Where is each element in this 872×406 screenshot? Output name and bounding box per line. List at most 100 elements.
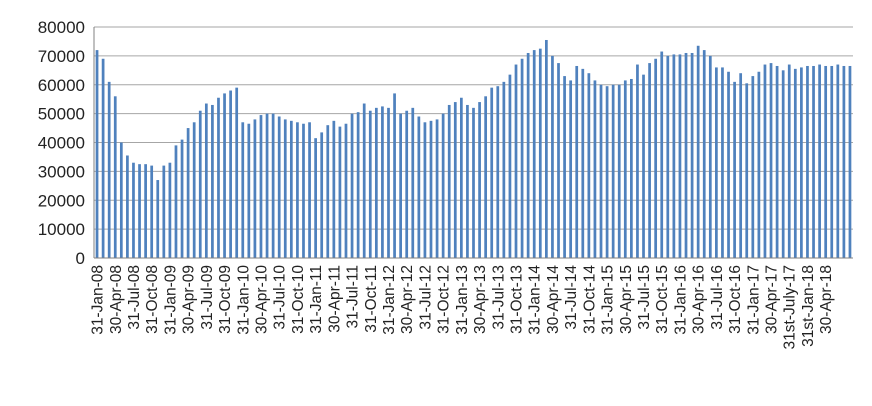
x-tick-label: 31-Jul-10 (272, 265, 289, 330)
bar (253, 119, 257, 259)
y-tick-label: 80000 (38, 18, 85, 37)
bar (520, 58, 524, 259)
bar (277, 116, 281, 258)
bar (302, 123, 305, 258)
x-tick-label: 31-Jan-09 (162, 265, 179, 335)
x-tick-label: 31-Jul-11 (345, 265, 362, 328)
x-tick-label: 30-Apr-11 (326, 265, 343, 333)
bar (715, 67, 718, 259)
bar (356, 112, 360, 259)
x-tick-label: 31-Jul-12 (417, 265, 434, 330)
x-tick-label: 30-Apr-17 (764, 265, 781, 334)
y-tick-label: 10000 (38, 220, 85, 239)
x-tick-label: 31-Oct-15 (654, 265, 671, 334)
bar (757, 71, 761, 258)
x-tick-label: 31-Oct-08 (144, 265, 161, 334)
bar (769, 63, 773, 259)
bar (581, 68, 585, 259)
x-tick-label: 31-Oct-09 (217, 265, 234, 334)
bar (526, 52, 530, 258)
bar (848, 65, 852, 258)
bar (575, 65, 579, 258)
x-tick-label: 31-Jul-16 (709, 265, 726, 330)
bar (138, 164, 141, 258)
bar (229, 90, 232, 258)
bar (733, 81, 736, 258)
bar (326, 125, 330, 259)
bar (496, 86, 500, 258)
x-tick-label: 30-Apr-16 (691, 265, 708, 334)
y-tick-label: 50000 (38, 105, 85, 124)
bar (478, 102, 481, 258)
bar (247, 123, 251, 258)
bar (800, 67, 803, 259)
bar (672, 54, 676, 259)
bar (660, 51, 664, 258)
bar (423, 122, 427, 258)
x-tick-label: 31-Oct-14 (581, 265, 598, 334)
bar (751, 76, 755, 258)
bar (198, 110, 202, 259)
bar (727, 71, 730, 258)
bar (95, 50, 99, 258)
x-tick-label: 30-Apr-09 (181, 265, 198, 334)
bar (344, 123, 348, 258)
bar (508, 74, 512, 258)
bar (174, 145, 178, 258)
bar (538, 48, 542, 258)
bar (338, 126, 342, 259)
bar (696, 45, 700, 258)
bar (393, 93, 396, 258)
bar (429, 120, 433, 258)
bar (836, 64, 840, 258)
bar (192, 122, 196, 258)
bar (812, 65, 815, 258)
bar (308, 122, 311, 258)
y-tick-label: 30000 (38, 162, 85, 181)
x-tick-label: 31-Jan-14 (527, 265, 544, 335)
x-tick-label: 31-Jul-09 (199, 265, 216, 330)
bar (283, 119, 287, 259)
bar (514, 64, 518, 258)
bar (551, 55, 554, 259)
bar (156, 180, 160, 258)
x-tick-label: 31-Oct-16 (727, 265, 744, 334)
bar (441, 113, 445, 259)
x-tick-label: 31-Oct-11 (363, 265, 380, 333)
bar (611, 84, 615, 258)
y-tick-label: 40000 (38, 134, 85, 153)
bar (162, 165, 166, 258)
bar (708, 55, 712, 259)
bar (119, 142, 123, 258)
bar (150, 165, 154, 258)
bar (842, 65, 846, 258)
bar (806, 65, 809, 258)
bar (502, 81, 506, 258)
bar (265, 113, 269, 259)
bar (132, 162, 135, 258)
bar (787, 64, 791, 258)
bar (387, 107, 390, 258)
bar (223, 93, 226, 258)
bar (126, 155, 129, 258)
bar (447, 104, 451, 259)
bar (314, 138, 317, 258)
x-tick-label: 31-Jan-15 (600, 265, 617, 335)
bar (368, 110, 372, 259)
bar (587, 73, 591, 258)
bar (113, 96, 117, 258)
bar (824, 65, 828, 258)
bar (350, 113, 354, 259)
bar (763, 64, 767, 258)
bar (599, 84, 603, 258)
x-tick-label: 31-Jul-14 (563, 265, 580, 330)
bar (453, 102, 457, 258)
bar (666, 55, 670, 259)
bar (690, 52, 694, 258)
x-tick-label: 31-Jan-08 (90, 265, 107, 335)
bar (180, 139, 184, 258)
x-tick-label: 31-Jul-13 (490, 265, 507, 330)
bar (204, 103, 208, 259)
